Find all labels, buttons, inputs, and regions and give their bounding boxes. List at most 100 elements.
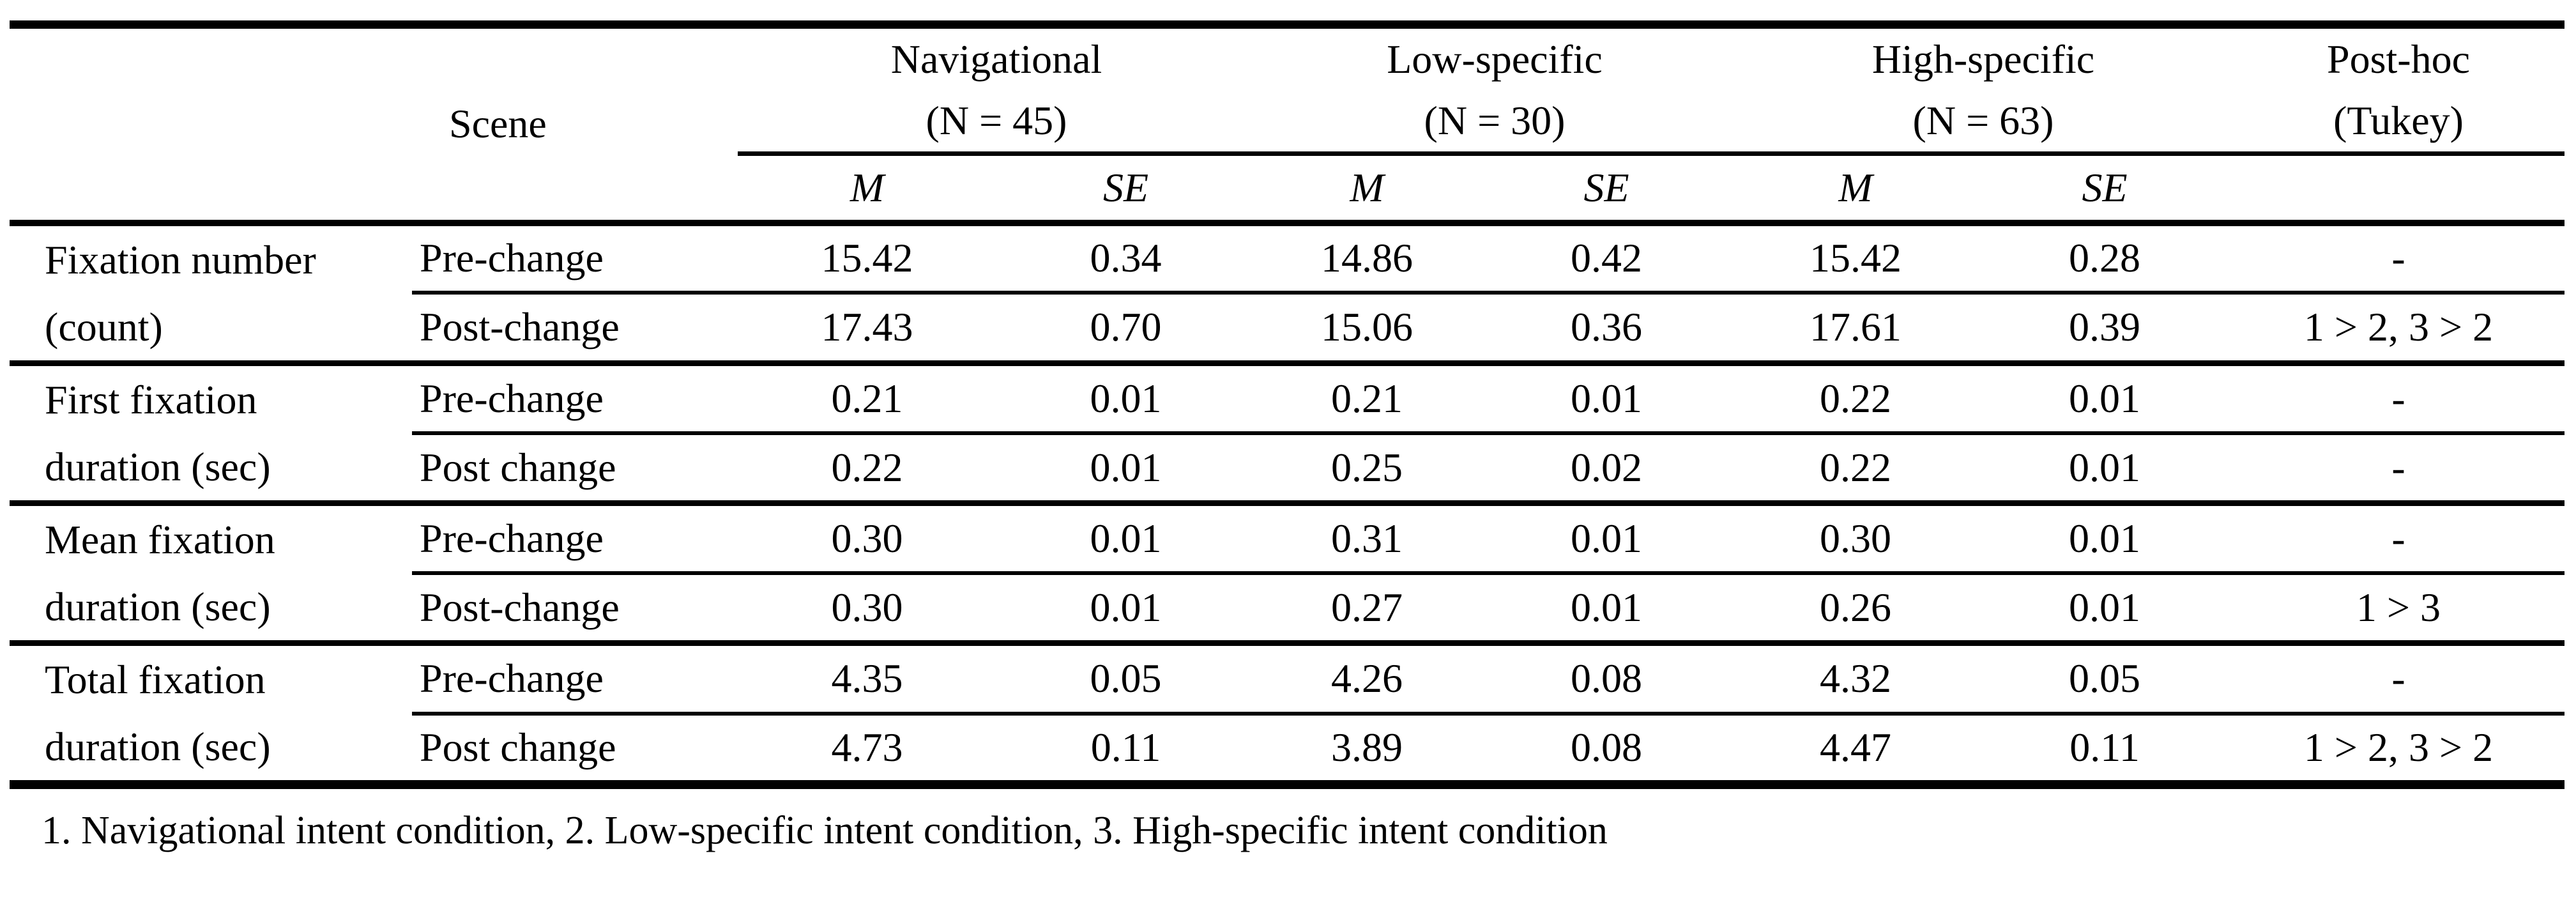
value-cell: 0.08 xyxy=(1479,643,1734,716)
group-n: (N = 45) xyxy=(926,98,1067,143)
value-cell: 4.26 xyxy=(1255,643,1479,716)
value-cell: 14.86 xyxy=(1255,222,1479,295)
value-cell: 0.05 xyxy=(1977,643,2232,716)
value-cell: 4.32 xyxy=(1734,643,1977,716)
results-table: Scene Navigational (N = 45) Low-specific… xyxy=(10,20,2565,789)
corner-cell xyxy=(10,24,412,226)
value-cell: 4.73 xyxy=(738,713,996,789)
value-cell: 0.30 xyxy=(1734,503,1977,575)
se-header: SE xyxy=(1479,153,1734,226)
scene-cell: Pre-change xyxy=(412,643,738,716)
posthoc-cell: 1 > 2, 3 > 2 xyxy=(2232,293,2565,366)
header-row-stats: M SE M SE M SE xyxy=(10,153,2565,226)
table-row: Total fixation duration (sec) Pre-change… xyxy=(10,643,2565,789)
value-cell: 0.01 xyxy=(1977,433,2232,506)
table-row: First fixation duration (sec) Pre-change… xyxy=(10,363,2565,506)
scene-cell: Post-change xyxy=(412,293,738,366)
value-cell: 0.05 xyxy=(996,643,1255,716)
value-cell: 0.01 xyxy=(1479,572,1734,646)
group-name: Low-specific xyxy=(1387,36,1603,82)
value-cell: 0.28 xyxy=(1977,222,2232,295)
value-cell: 0.34 xyxy=(996,222,1255,295)
scene-cell: Pre-change xyxy=(412,222,738,295)
group-name: High-specific xyxy=(1871,36,2095,82)
value-cell: 0.01 xyxy=(1977,572,2232,646)
scene-cell: Post-change xyxy=(412,572,738,646)
value-cell: 0.02 xyxy=(1479,433,1734,506)
value-cell: 0.01 xyxy=(996,503,1255,575)
group-header-high-specific: High-specific (N = 63) xyxy=(1734,24,2232,156)
posthoc-cell: - xyxy=(2232,503,2565,575)
value-cell: 17.61 xyxy=(1734,293,1977,366)
value-cell: 0.27 xyxy=(1255,572,1479,646)
group-name: Post-hoc xyxy=(2327,36,2470,82)
m-header: M xyxy=(1255,153,1479,226)
value-cell: 0.01 xyxy=(1977,363,2232,435)
measure-label: First fixation duration (sec) xyxy=(10,363,412,506)
scene-header: Scene xyxy=(412,24,738,226)
value-cell: 0.11 xyxy=(1977,713,2232,789)
value-cell: 0.22 xyxy=(1734,433,1977,506)
empty-posthoc-header-cell xyxy=(2232,153,2565,226)
posthoc-cell: - xyxy=(2232,643,2565,716)
group-n: (N = 63) xyxy=(1912,98,2054,143)
scene-cell: Pre-change xyxy=(412,503,738,575)
value-cell: 0.22 xyxy=(738,433,996,506)
value-cell: 15.06 xyxy=(1255,293,1479,366)
value-cell: 3.89 xyxy=(1255,713,1479,789)
value-cell: 0.70 xyxy=(996,293,1255,366)
group-n: (Tukey) xyxy=(2333,98,2464,143)
value-cell: 0.22 xyxy=(1734,363,1977,435)
table-row: Post-change 17.43 0.70 15.06 0.36 17.61 … xyxy=(10,293,2565,366)
value-cell: 0.39 xyxy=(1977,293,2232,366)
table-row: Post-change 0.30 0.01 0.27 0.01 0.26 0.0… xyxy=(10,572,2565,646)
value-cell: 0.01 xyxy=(1479,363,1734,435)
m-header: M xyxy=(738,153,996,226)
scene-cell: Post change xyxy=(412,433,738,506)
group-n: (N = 30) xyxy=(1424,98,1566,143)
value-cell: 0.01 xyxy=(996,572,1255,646)
value-cell: 15.42 xyxy=(1734,222,1977,295)
value-cell: 0.30 xyxy=(738,572,996,646)
table-row: Post change 4.73 0.11 3.89 0.08 4.47 0.1… xyxy=(10,713,2565,789)
value-cell: 0.25 xyxy=(1255,433,1479,506)
table-row: Fixation number (count) Pre-change 15.42… xyxy=(10,222,2565,366)
posthoc-cell: - xyxy=(2232,222,2565,295)
scene-cell: Post change xyxy=(412,713,738,789)
measure-label: Fixation number (count) xyxy=(10,222,412,366)
value-cell: 0.21 xyxy=(1255,363,1479,435)
se-header: SE xyxy=(1977,153,2232,226)
measure-label: Mean fixation duration (sec) xyxy=(10,503,412,646)
value-cell: 0.26 xyxy=(1734,572,1977,646)
group-header-navigational: Navigational (N = 45) xyxy=(738,24,1255,156)
table-row: Mean fixation duration (sec) Pre-change … xyxy=(10,503,2565,646)
value-cell: 0.42 xyxy=(1479,222,1734,295)
value-cell: 0.21 xyxy=(738,363,996,435)
value-cell: 0.11 xyxy=(996,713,1255,789)
value-cell: 4.35 xyxy=(738,643,996,716)
posthoc-cell: 1 > 2, 3 > 2 xyxy=(2232,713,2565,789)
group-header-low-specific: Low-specific (N = 30) xyxy=(1255,24,1734,156)
value-cell: 0.01 xyxy=(1479,503,1734,575)
posthoc-cell: - xyxy=(2232,433,2565,506)
value-cell: 0.01 xyxy=(996,363,1255,435)
measure-label: Total fixation duration (sec) xyxy=(10,643,412,789)
scene-cell: Pre-change xyxy=(412,363,738,435)
value-cell: 15.42 xyxy=(738,222,996,295)
group-header-posthoc: Post-hoc (Tukey) xyxy=(2232,24,2565,156)
posthoc-cell: - xyxy=(2232,363,2565,435)
value-cell: 0.01 xyxy=(996,433,1255,506)
value-cell: 0.01 xyxy=(1977,503,2232,575)
value-cell: 0.31 xyxy=(1255,503,1479,575)
table-footnote: 1. Navigational intent condition, 2. Low… xyxy=(42,808,1608,852)
table-row: Post change 0.22 0.01 0.25 0.02 0.22 0.0… xyxy=(10,433,2565,506)
se-header: SE xyxy=(996,153,1255,226)
value-cell: 0.08 xyxy=(1479,713,1734,789)
value-cell: 17.43 xyxy=(738,293,996,366)
value-cell: 0.36 xyxy=(1479,293,1734,366)
header-row-groups: Scene Navigational (N = 45) Low-specific… xyxy=(10,24,2565,226)
value-cell: 0.30 xyxy=(738,503,996,575)
posthoc-cell: 1 > 3 xyxy=(2232,572,2565,646)
m-header: M xyxy=(1734,153,1977,226)
group-name: Navigational xyxy=(890,36,1102,82)
